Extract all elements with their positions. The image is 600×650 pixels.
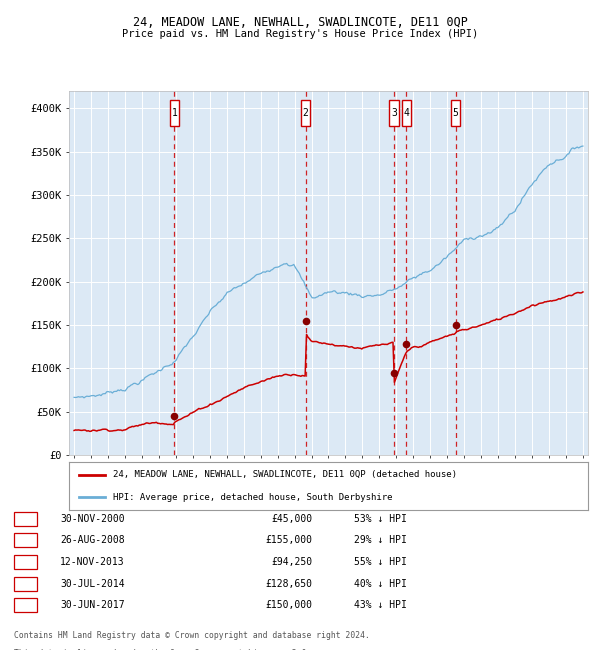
Text: 1: 1 — [22, 514, 28, 524]
Text: 24, MEADOW LANE, NEWHALL, SWADLINCOTE, DE11 0QP (detached house): 24, MEADOW LANE, NEWHALL, SWADLINCOTE, D… — [113, 470, 457, 479]
Text: This data is licensed under the Open Government Licence v3.0.: This data is licensed under the Open Gov… — [14, 649, 311, 650]
Text: 1: 1 — [172, 108, 178, 118]
Text: 5: 5 — [22, 601, 28, 610]
FancyBboxPatch shape — [401, 99, 411, 125]
Text: 3: 3 — [391, 108, 397, 118]
Text: 2: 2 — [302, 108, 308, 118]
Text: 30-JUL-2014: 30-JUL-2014 — [60, 578, 125, 589]
Text: 12-NOV-2013: 12-NOV-2013 — [60, 557, 125, 567]
Text: £150,000: £150,000 — [265, 601, 312, 610]
Text: 30-JUN-2017: 30-JUN-2017 — [60, 601, 125, 610]
Text: £94,250: £94,250 — [271, 557, 312, 567]
FancyBboxPatch shape — [301, 99, 310, 125]
Text: 30-NOV-2000: 30-NOV-2000 — [60, 514, 125, 524]
Text: £45,000: £45,000 — [271, 514, 312, 524]
FancyBboxPatch shape — [389, 99, 399, 125]
Text: Price paid vs. HM Land Registry's House Price Index (HPI): Price paid vs. HM Land Registry's House … — [122, 29, 478, 39]
Text: 53% ↓ HPI: 53% ↓ HPI — [354, 514, 407, 524]
Text: 2: 2 — [22, 536, 28, 545]
FancyBboxPatch shape — [451, 99, 460, 125]
Text: £155,000: £155,000 — [265, 536, 312, 545]
Text: 26-AUG-2008: 26-AUG-2008 — [60, 536, 125, 545]
Text: 24, MEADOW LANE, NEWHALL, SWADLINCOTE, DE11 0QP: 24, MEADOW LANE, NEWHALL, SWADLINCOTE, D… — [133, 16, 467, 29]
Text: 4: 4 — [403, 108, 409, 118]
Text: Contains HM Land Registry data © Crown copyright and database right 2024.: Contains HM Land Registry data © Crown c… — [14, 631, 370, 640]
Text: 4: 4 — [22, 578, 28, 589]
Text: HPI: Average price, detached house, South Derbyshire: HPI: Average price, detached house, Sout… — [113, 493, 392, 502]
FancyBboxPatch shape — [170, 99, 179, 125]
FancyBboxPatch shape — [14, 512, 37, 526]
Text: 43% ↓ HPI: 43% ↓ HPI — [354, 601, 407, 610]
Text: 55% ↓ HPI: 55% ↓ HPI — [354, 557, 407, 567]
FancyBboxPatch shape — [14, 598, 37, 612]
Text: 40% ↓ HPI: 40% ↓ HPI — [354, 578, 407, 589]
FancyBboxPatch shape — [14, 577, 37, 591]
Text: 5: 5 — [453, 108, 458, 118]
Text: 3: 3 — [22, 557, 28, 567]
FancyBboxPatch shape — [14, 533, 37, 547]
Text: £128,650: £128,650 — [265, 578, 312, 589]
FancyBboxPatch shape — [14, 555, 37, 569]
Text: 29% ↓ HPI: 29% ↓ HPI — [354, 536, 407, 545]
